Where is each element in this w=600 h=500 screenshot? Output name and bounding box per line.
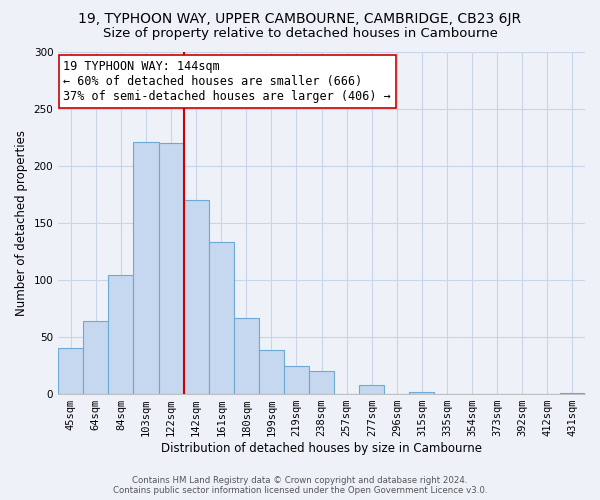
- Bar: [58, 348, 83, 394]
- Bar: [133, 142, 158, 394]
- Bar: [234, 318, 259, 394]
- X-axis label: Distribution of detached houses by size in Cambourne: Distribution of detached houses by size …: [161, 442, 482, 455]
- Text: Size of property relative to detached houses in Cambourne: Size of property relative to detached ho…: [103, 28, 497, 40]
- Bar: [158, 143, 184, 394]
- Bar: [109, 276, 133, 394]
- Bar: [184, 200, 209, 394]
- Bar: [560, 393, 585, 394]
- Text: 19 TYPHOON WAY: 144sqm
← 60% of detached houses are smaller (666)
37% of semi-de: 19 TYPHOON WAY: 144sqm ← 60% of detached…: [64, 60, 391, 103]
- Text: Contains HM Land Registry data © Crown copyright and database right 2024.
Contai: Contains HM Land Registry data © Crown c…: [113, 476, 487, 495]
- Bar: [409, 392, 434, 394]
- Bar: [309, 371, 334, 394]
- Bar: [359, 385, 385, 394]
- Y-axis label: Number of detached properties: Number of detached properties: [15, 130, 28, 316]
- Text: 19, TYPHOON WAY, UPPER CAMBOURNE, CAMBRIDGE, CB23 6JR: 19, TYPHOON WAY, UPPER CAMBOURNE, CAMBRI…: [79, 12, 521, 26]
- Bar: [209, 242, 234, 394]
- Bar: [284, 366, 309, 394]
- Bar: [83, 321, 109, 394]
- Bar: [259, 350, 284, 394]
